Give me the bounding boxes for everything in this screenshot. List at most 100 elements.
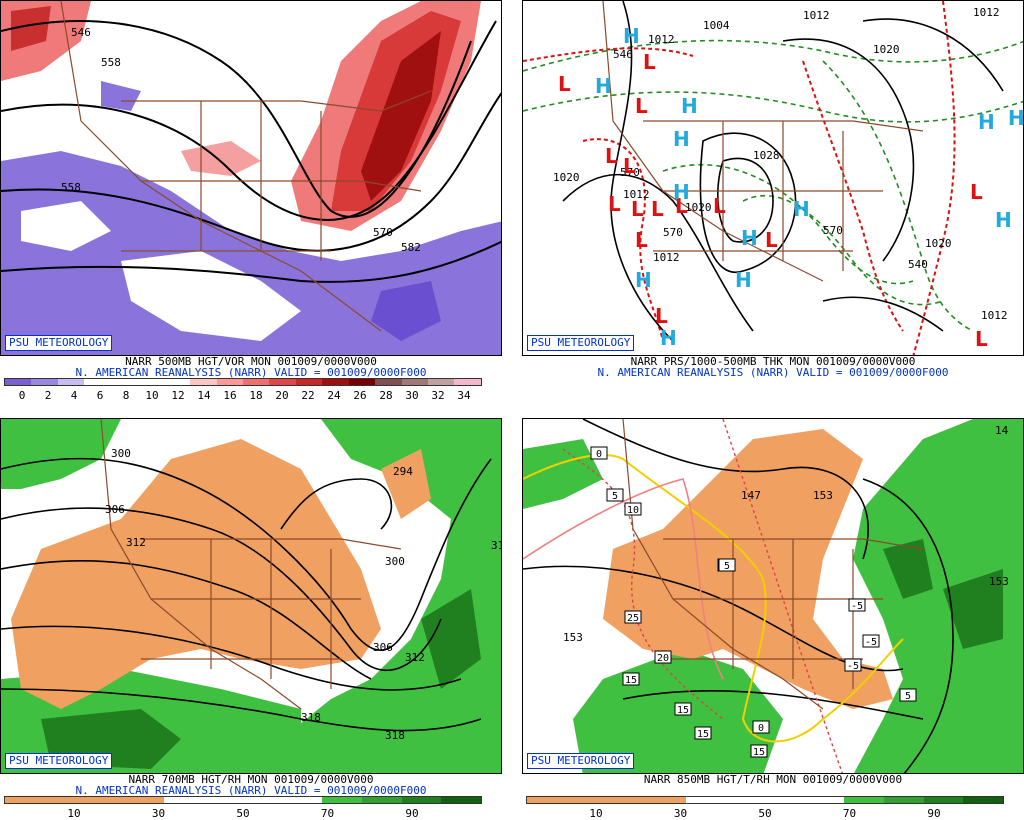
colorbar-segment: [269, 379, 296, 385]
temperature-label: 15: [750, 744, 768, 758]
svg-text:0: 0: [758, 723, 764, 734]
svg-text:0: 0: [596, 449, 602, 460]
map-caption-title: NARR 850MB HGT/T/RH MON 001009/0000V000: [643, 773, 903, 786]
contour-label: 558: [61, 181, 81, 194]
map-caption-title: NARR 700MB HGT/RH MON 001009/0000V000: [128, 773, 374, 786]
svg-text:15: 15: [697, 729, 709, 740]
contour-label: 1020: [553, 171, 580, 184]
colorbar-segment: [527, 797, 567, 803]
contour-label: 1012: [623, 188, 650, 201]
colorbar-tick-label: 18: [249, 389, 263, 402]
panel-500mb-vorticity: 546 558 558 570 582 PSU METEOROLOGY NARR 500…: [0, 0, 502, 402]
temperature-label: 25: [624, 610, 642, 624]
colorbar-segment: [428, 379, 455, 385]
contour-label: 312: [405, 651, 425, 664]
low-pressure-marker: L: [605, 144, 618, 168]
contour-label: 570: [373, 226, 393, 239]
high-pressure-marker: H: [673, 127, 690, 151]
colorbar-tick-label: 30: [405, 389, 419, 402]
contour-label: 570: [620, 166, 640, 179]
colorbar-segment: [282, 797, 323, 803]
colorbar-tick-label: 16: [223, 389, 237, 402]
colorbar-segment: [295, 379, 323, 385]
high-pressure-marker: H: [595, 74, 612, 98]
colorbar-segment: [685, 797, 726, 803]
contour-label: 1012: [973, 6, 1000, 19]
colorbar-tick-label: 90: [405, 807, 419, 820]
colorbar-segment: [322, 797, 363, 803]
colorbar-segment: [375, 379, 402, 385]
contour-label: 540: [908, 258, 928, 271]
colorbar-segment: [765, 797, 805, 803]
temperature-label: 10: [624, 502, 642, 516]
colorbar-segment: [923, 797, 964, 803]
contour-label: 546: [71, 26, 91, 39]
temperature-label: 15: [694, 726, 712, 740]
svg-text:-5: -5: [847, 661, 859, 672]
colorbar-segment: [44, 797, 85, 803]
contour-label: 306: [373, 641, 393, 654]
low-pressure-marker: L: [651, 197, 664, 221]
svg-text:15: 15: [677, 705, 689, 716]
colorbar-vorticity: [4, 378, 482, 386]
svg-text:5: 5: [724, 561, 730, 572]
svg-text:10: 10: [627, 505, 639, 516]
colorbar-segment: [242, 379, 270, 385]
contour-label: 153: [563, 631, 583, 644]
contour-label: 312: [126, 536, 146, 549]
colorbar-segment: [163, 797, 204, 803]
high-pressure-marker: H: [741, 226, 758, 250]
map-500mb: 546 558 558 570 582 PSU METEOROLOGY: [0, 0, 502, 356]
low-pressure-marker: L: [643, 50, 656, 74]
panel-700mb-rh: 300 306 312 294 300 306 312 318 318 31 PSU METEOR…: [0, 418, 502, 820]
contour-label: 147: [741, 489, 761, 502]
psu-badge: PSU METEOROLOGY: [5, 335, 113, 351]
low-pressure-marker: L: [623, 154, 636, 178]
colorbar-tick-label: 8: [122, 389, 130, 402]
high-pressure-marker: H: [735, 268, 752, 292]
map-850mb-svg: 14715315315314051052520151515155-5-5-505: [523, 419, 1023, 773]
contour-label: 300: [111, 447, 131, 460]
colorbar-segment: [243, 797, 283, 803]
low-pressure-marker: L: [635, 94, 648, 118]
contour-label: 1012: [803, 9, 830, 22]
colorbar-tick-label: 30: [673, 807, 688, 820]
colorbar-segment: [401, 797, 442, 803]
contour-label: 570: [823, 224, 843, 237]
colorbar-segment: [566, 797, 607, 803]
contour-label: 1028: [753, 149, 780, 162]
contour-label: 294: [393, 465, 413, 478]
low-pressure-marker: L: [631, 197, 644, 221]
high-pressure-marker: H: [635, 268, 652, 292]
contour-label: 31: [491, 539, 502, 552]
low-pressure-marker: L: [975, 327, 988, 351]
colorbar-segment: [57, 379, 85, 385]
colorbar-segment: [804, 797, 845, 803]
temperature-label: -5: [844, 658, 862, 672]
colorbar-tick-label: 20: [275, 389, 289, 402]
temperature-label: -5: [848, 598, 866, 612]
temperature-label: 0: [752, 720, 770, 734]
contour-label: 1004: [703, 19, 730, 32]
map-700mb-svg: 300 306 312 294 300 306 312 318 318 31: [1, 419, 502, 773]
psu-badge: PSU METEOROLOGY: [5, 753, 113, 769]
colorbar-rh: [526, 796, 1004, 804]
low-pressure-marker: L: [713, 194, 726, 218]
colorbar-segment: [84, 797, 125, 803]
svg-text:-5: -5: [851, 601, 863, 612]
colorbar-rh: [4, 796, 482, 804]
high-pressure-marker: H: [681, 94, 698, 118]
temperature-label: 0: [590, 446, 608, 460]
temperature-label: 15: [622, 672, 640, 686]
contour-label: 14: [995, 424, 1009, 437]
colorbar-segment: [137, 379, 164, 385]
contour-label: 153: [989, 575, 1009, 588]
contour-label: 558: [101, 56, 121, 69]
colorbar-segment: [963, 797, 1004, 803]
contour-label: 1012: [653, 251, 680, 264]
svg-text:5: 5: [905, 691, 911, 702]
low-pressure-marker: L: [635, 228, 648, 252]
map-700mb: 300 306 312 294 300 306 312 318 318 31 PSU METEOR…: [0, 418, 502, 774]
contour-label: 153: [813, 489, 833, 502]
